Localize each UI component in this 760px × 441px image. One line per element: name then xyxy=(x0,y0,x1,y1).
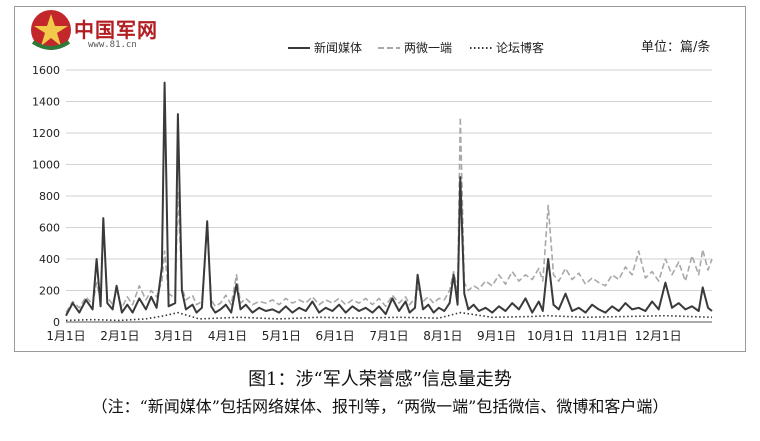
y-tick-label: 1000 xyxy=(32,159,60,172)
x-tick-label: 11月1日 xyxy=(581,329,628,343)
x-tick-label: 2月1日 xyxy=(100,329,139,343)
y-tick-label: 1600 xyxy=(32,64,60,77)
unit-label: 单位：篇/条 xyxy=(641,40,711,55)
figure-caption-title: 图1：涉“军人荣誉感”信息量走势 xyxy=(248,369,512,390)
x-tick-label: 3月1日 xyxy=(154,329,193,343)
y-axis: 0 200 400 600 800 1000 1200 1400 1600 xyxy=(32,64,60,329)
x-tick-label: 7月1日 xyxy=(369,329,408,343)
x-tick-label: 10月1日 xyxy=(527,329,574,343)
y-tick-label: 600 xyxy=(39,222,60,235)
army-star-emblem-icon xyxy=(31,10,71,50)
legend-label: 两微一端 xyxy=(404,41,452,55)
y-tick-label: 200 xyxy=(39,285,60,298)
x-tick-label: 6月1日 xyxy=(316,329,355,343)
y-tick-label: 1200 xyxy=(32,127,60,140)
site-logo: 中国军网 www.81.cn xyxy=(28,8,178,52)
series-lines xyxy=(65,81,713,322)
y-tick-label: 1400 xyxy=(32,96,60,109)
figure-caption-note: （注：“新闻媒体”包括网络媒体、报刊等，“两微一端”包括微信、微博和客户端） xyxy=(91,397,669,416)
x-tick-label: 5月1日 xyxy=(262,329,301,343)
logo-name: 中国军网 xyxy=(74,18,158,42)
x-tick-label: 8月1日 xyxy=(423,329,462,343)
logo-url: www.81.cn xyxy=(88,40,137,50)
y-tick-label: 800 xyxy=(39,190,60,203)
series-line-solid xyxy=(65,81,713,317)
legend-label: 新闻媒体 xyxy=(314,40,362,55)
legend-label: 论坛博客 xyxy=(496,40,544,55)
x-tick-label: 9月1日 xyxy=(477,329,516,343)
series-line-dotted xyxy=(65,311,713,322)
y-tick-label: 400 xyxy=(39,253,60,266)
x-tick-label: 12月1日 xyxy=(635,329,682,343)
x-axis: 1月1日 2月1日 3月1日 4月1日 5月1日 6月1日 7月1日 8月1日 9月1日 10月1… xyxy=(46,321,712,343)
x-tick-label: 1月1日 xyxy=(46,329,85,343)
x-tick-label: 4月1日 xyxy=(208,329,247,343)
y-tick-label: 0 xyxy=(53,316,60,329)
legend: 新闻媒体 两微一端 论坛博客 xyxy=(288,40,544,55)
